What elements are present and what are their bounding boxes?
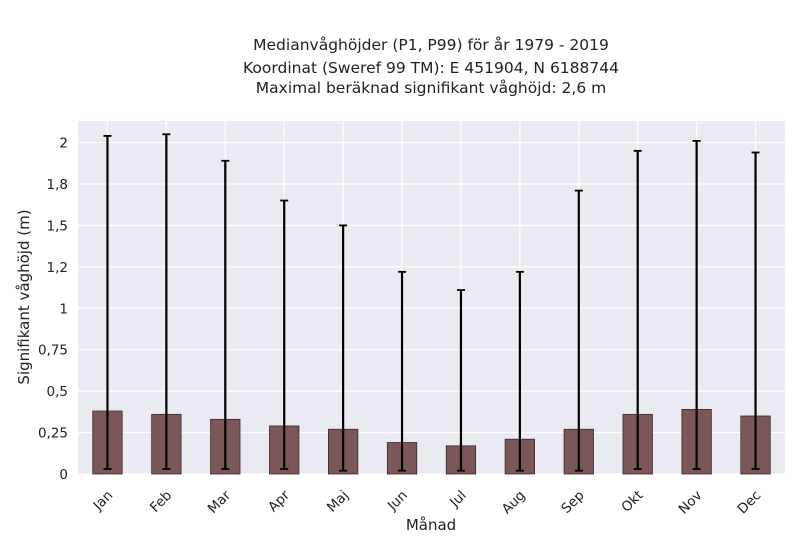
x-tick-label: Aug [499, 488, 529, 518]
x-tick-label: Dec [735, 488, 765, 518]
x-tick-label: Jul [446, 488, 470, 512]
y-tick-label: 0 [59, 467, 68, 483]
error-bars [103, 133, 760, 472]
x-tick-label: Jan [90, 488, 117, 515]
x-axis-label: Månad [406, 516, 456, 534]
chart-title-line-2: Koordinat (Sweref 99 TM): E 451904, N 61… [243, 59, 619, 77]
x-tick-label: Sep [558, 488, 587, 517]
x-tick-label: Feb [147, 488, 175, 516]
x-tick-label: Maj [324, 488, 352, 516]
y-tick-label: 0,5 [47, 384, 68, 400]
y-tick-labels: 0 0,25 0,5 0,75 1 1,2 1,5 1,8 2 [38, 136, 68, 483]
x-tick-label: Okt [618, 488, 646, 516]
x-tick-label: Jun [384, 488, 411, 515]
y-tick-label: 1,2 [47, 260, 68, 276]
x-tick-label: Mar [205, 487, 235, 517]
y-tick-label: 0,75 [38, 343, 68, 359]
x-tick-label: Nov [676, 488, 706, 518]
x-tick-labels: Jan Feb Mar Apr Maj Jun Jul Aug Sep Okt Nov Dec [90, 487, 765, 517]
y-tick-label: 1 [59, 301, 68, 317]
x-tick-label: Apr [265, 487, 293, 515]
plot-background [78, 121, 785, 474]
y-tick-label: 2 [59, 136, 68, 152]
y-tick-label: 1,8 [47, 177, 68, 193]
chart-title-line-3: Maximal beräknad signifikant våghöjd: 2,… [255, 79, 607, 97]
y-tick-label: 0,25 [38, 426, 68, 442]
y-tick-label: 1,5 [47, 218, 68, 234]
y-axis-label: Signifikant våghöjd (m) [15, 209, 33, 384]
chart-title-line-1: Medianvåghöjder (P1, P99) för år 1979 - … [253, 36, 609, 54]
